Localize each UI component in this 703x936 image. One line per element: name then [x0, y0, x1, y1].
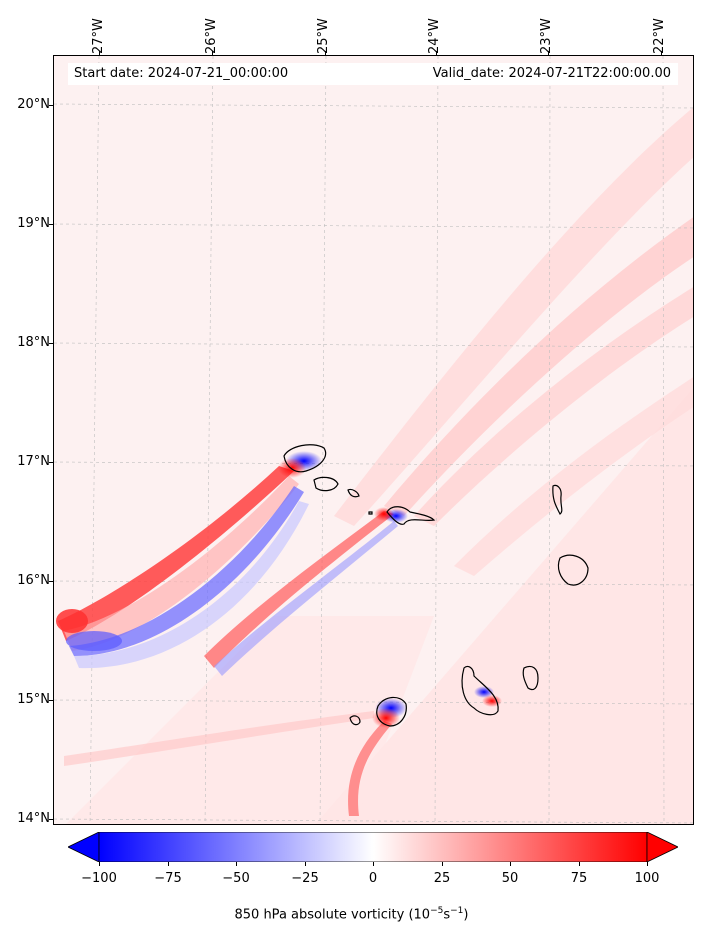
- colorbar-tick: [373, 862, 374, 866]
- vorticity-streak-south: [64, 711, 374, 766]
- tick-lon-27w: [99, 51, 100, 55]
- date-header-box: [68, 63, 678, 85]
- island-sal: [552, 484, 563, 515]
- colorbar-tick: [168, 862, 169, 866]
- lat-label-14n: 14°N: [17, 811, 50, 826]
- colorbar-title-exponent-1: −5: [430, 906, 444, 916]
- island-raso: [368, 511, 373, 515]
- lon-label-23w: 23°W: [539, 18, 554, 54]
- lon-label-27w: 27°W: [91, 18, 106, 54]
- tick-lat-19n: [49, 224, 53, 225]
- lon-label-22w: 22°W: [652, 18, 667, 54]
- colorbar-title-prefix: 850 hPa absolute vorticity (10: [234, 907, 431, 923]
- colorbar-tick: [99, 862, 100, 866]
- colorbar-tick: [647, 862, 648, 866]
- tick-lat-18n: [49, 343, 53, 344]
- vorticity-streak-red-secondary: [204, 511, 394, 668]
- colorbar-tick-label: 75: [570, 871, 588, 886]
- lon-label-26w: 26°W: [204, 18, 219, 54]
- colorbar-gradient: [98, 832, 648, 862]
- tick-lat-17n: [49, 462, 53, 463]
- tick-lat-20n: [49, 105, 53, 106]
- dipole-red-santo-antao: [278, 458, 306, 478]
- dipole-red-santiago: [482, 695, 502, 707]
- colorbar-title: 850 hPa absolute vorticity (10−5s−1): [0, 906, 703, 922]
- island-santa-luzia: [347, 488, 360, 498]
- colorbar: [68, 832, 678, 862]
- map-canvas: [54, 56, 693, 824]
- colorbar-tick: [579, 862, 580, 866]
- lon-label-25w: 25°W: [316, 18, 331, 54]
- colorbar-extend-max: [646, 832, 678, 862]
- tick-lon-23w: [548, 51, 549, 55]
- valid-date-label: Valid_date: 2024-07-21T22:00:00.00: [432, 66, 671, 81]
- lat-label-18n: 18°N: [17, 335, 50, 350]
- colorbar-tick: [442, 862, 443, 866]
- island-santo-antao: [283, 444, 327, 473]
- colorbar-title-suffix: ): [463, 907, 469, 923]
- colorbar-extend-min: [68, 832, 100, 862]
- coastlines: [283, 444, 589, 727]
- vorticity-streak-fogo: [348, 721, 392, 816]
- gridlines: [54, 56, 693, 824]
- vorticity-streak-red-main: [58, 466, 294, 641]
- colorbar-tick: [305, 862, 306, 866]
- vorticity-map: [53, 55, 694, 825]
- vorticity-streak-blue-secondary: [214, 521, 398, 676]
- colorbar-tick-label: −25: [291, 871, 319, 886]
- colorbar-tick: [236, 862, 237, 866]
- tick-lon-26w: [212, 51, 213, 55]
- colorbar-tick-label: −50: [222, 871, 250, 886]
- vorticity-hook-red: [56, 609, 88, 633]
- island-sao-nicolau: [386, 506, 436, 525]
- lat-label-20n: 20°N: [17, 97, 50, 112]
- tick-lat-15n: [49, 700, 53, 701]
- island-brava: [349, 715, 361, 726]
- vorticity-hook-blue: [66, 631, 122, 651]
- tick-lat-16n: [49, 581, 53, 582]
- lat-label-17n: 17°N: [17, 454, 50, 469]
- tick-lon-25w: [325, 51, 326, 55]
- field-band-2: [384, 217, 693, 516]
- colorbar-tick-label: 25: [433, 871, 451, 886]
- lat-label-15n: 15°N: [17, 692, 50, 707]
- island-santiago: [461, 665, 499, 716]
- colorbar-title-exponent-2: −1: [450, 906, 464, 916]
- island-maio: [522, 665, 539, 691]
- colorbar-tick-label: −100: [81, 871, 117, 886]
- colorbar-tick-label: 100: [634, 871, 660, 886]
- lon-label-24w: 24°W: [427, 18, 442, 54]
- dipole-blue-santiago: [474, 686, 494, 698]
- tick-lon-24w: [436, 51, 437, 55]
- colorbar-title-unit: s: [443, 907, 451, 923]
- colorbar-tick-label: −75: [154, 871, 182, 886]
- field-band-1: [334, 107, 693, 526]
- lat-label-16n: 16°N: [17, 573, 50, 588]
- dipole-red-sao-nicolau: [374, 507, 394, 521]
- dipole-red-fogo: [372, 708, 400, 728]
- vorticity-streak-lightblue-main: [74, 501, 309, 669]
- field-patch-east: [315, 388, 693, 824]
- colorbar-tick-label: 0: [368, 871, 378, 886]
- tick-lon-22w: [661, 51, 662, 55]
- tick-lat-14n: [49, 819, 53, 820]
- island-boa-vista: [557, 554, 589, 586]
- field-patch-southwest: [66, 616, 434, 824]
- colorbar-tick-label: 50: [501, 871, 519, 886]
- start-date-label: Start date: 2024-07-21_00:00:00: [74, 66, 289, 81]
- field-band-4: [454, 377, 693, 576]
- island-fogo: [376, 696, 407, 727]
- field-band-3: [414, 287, 693, 526]
- lat-label-19n: 19°N: [17, 216, 50, 231]
- colorbar-tick: [510, 862, 511, 866]
- island-sao-vicente: [313, 476, 339, 492]
